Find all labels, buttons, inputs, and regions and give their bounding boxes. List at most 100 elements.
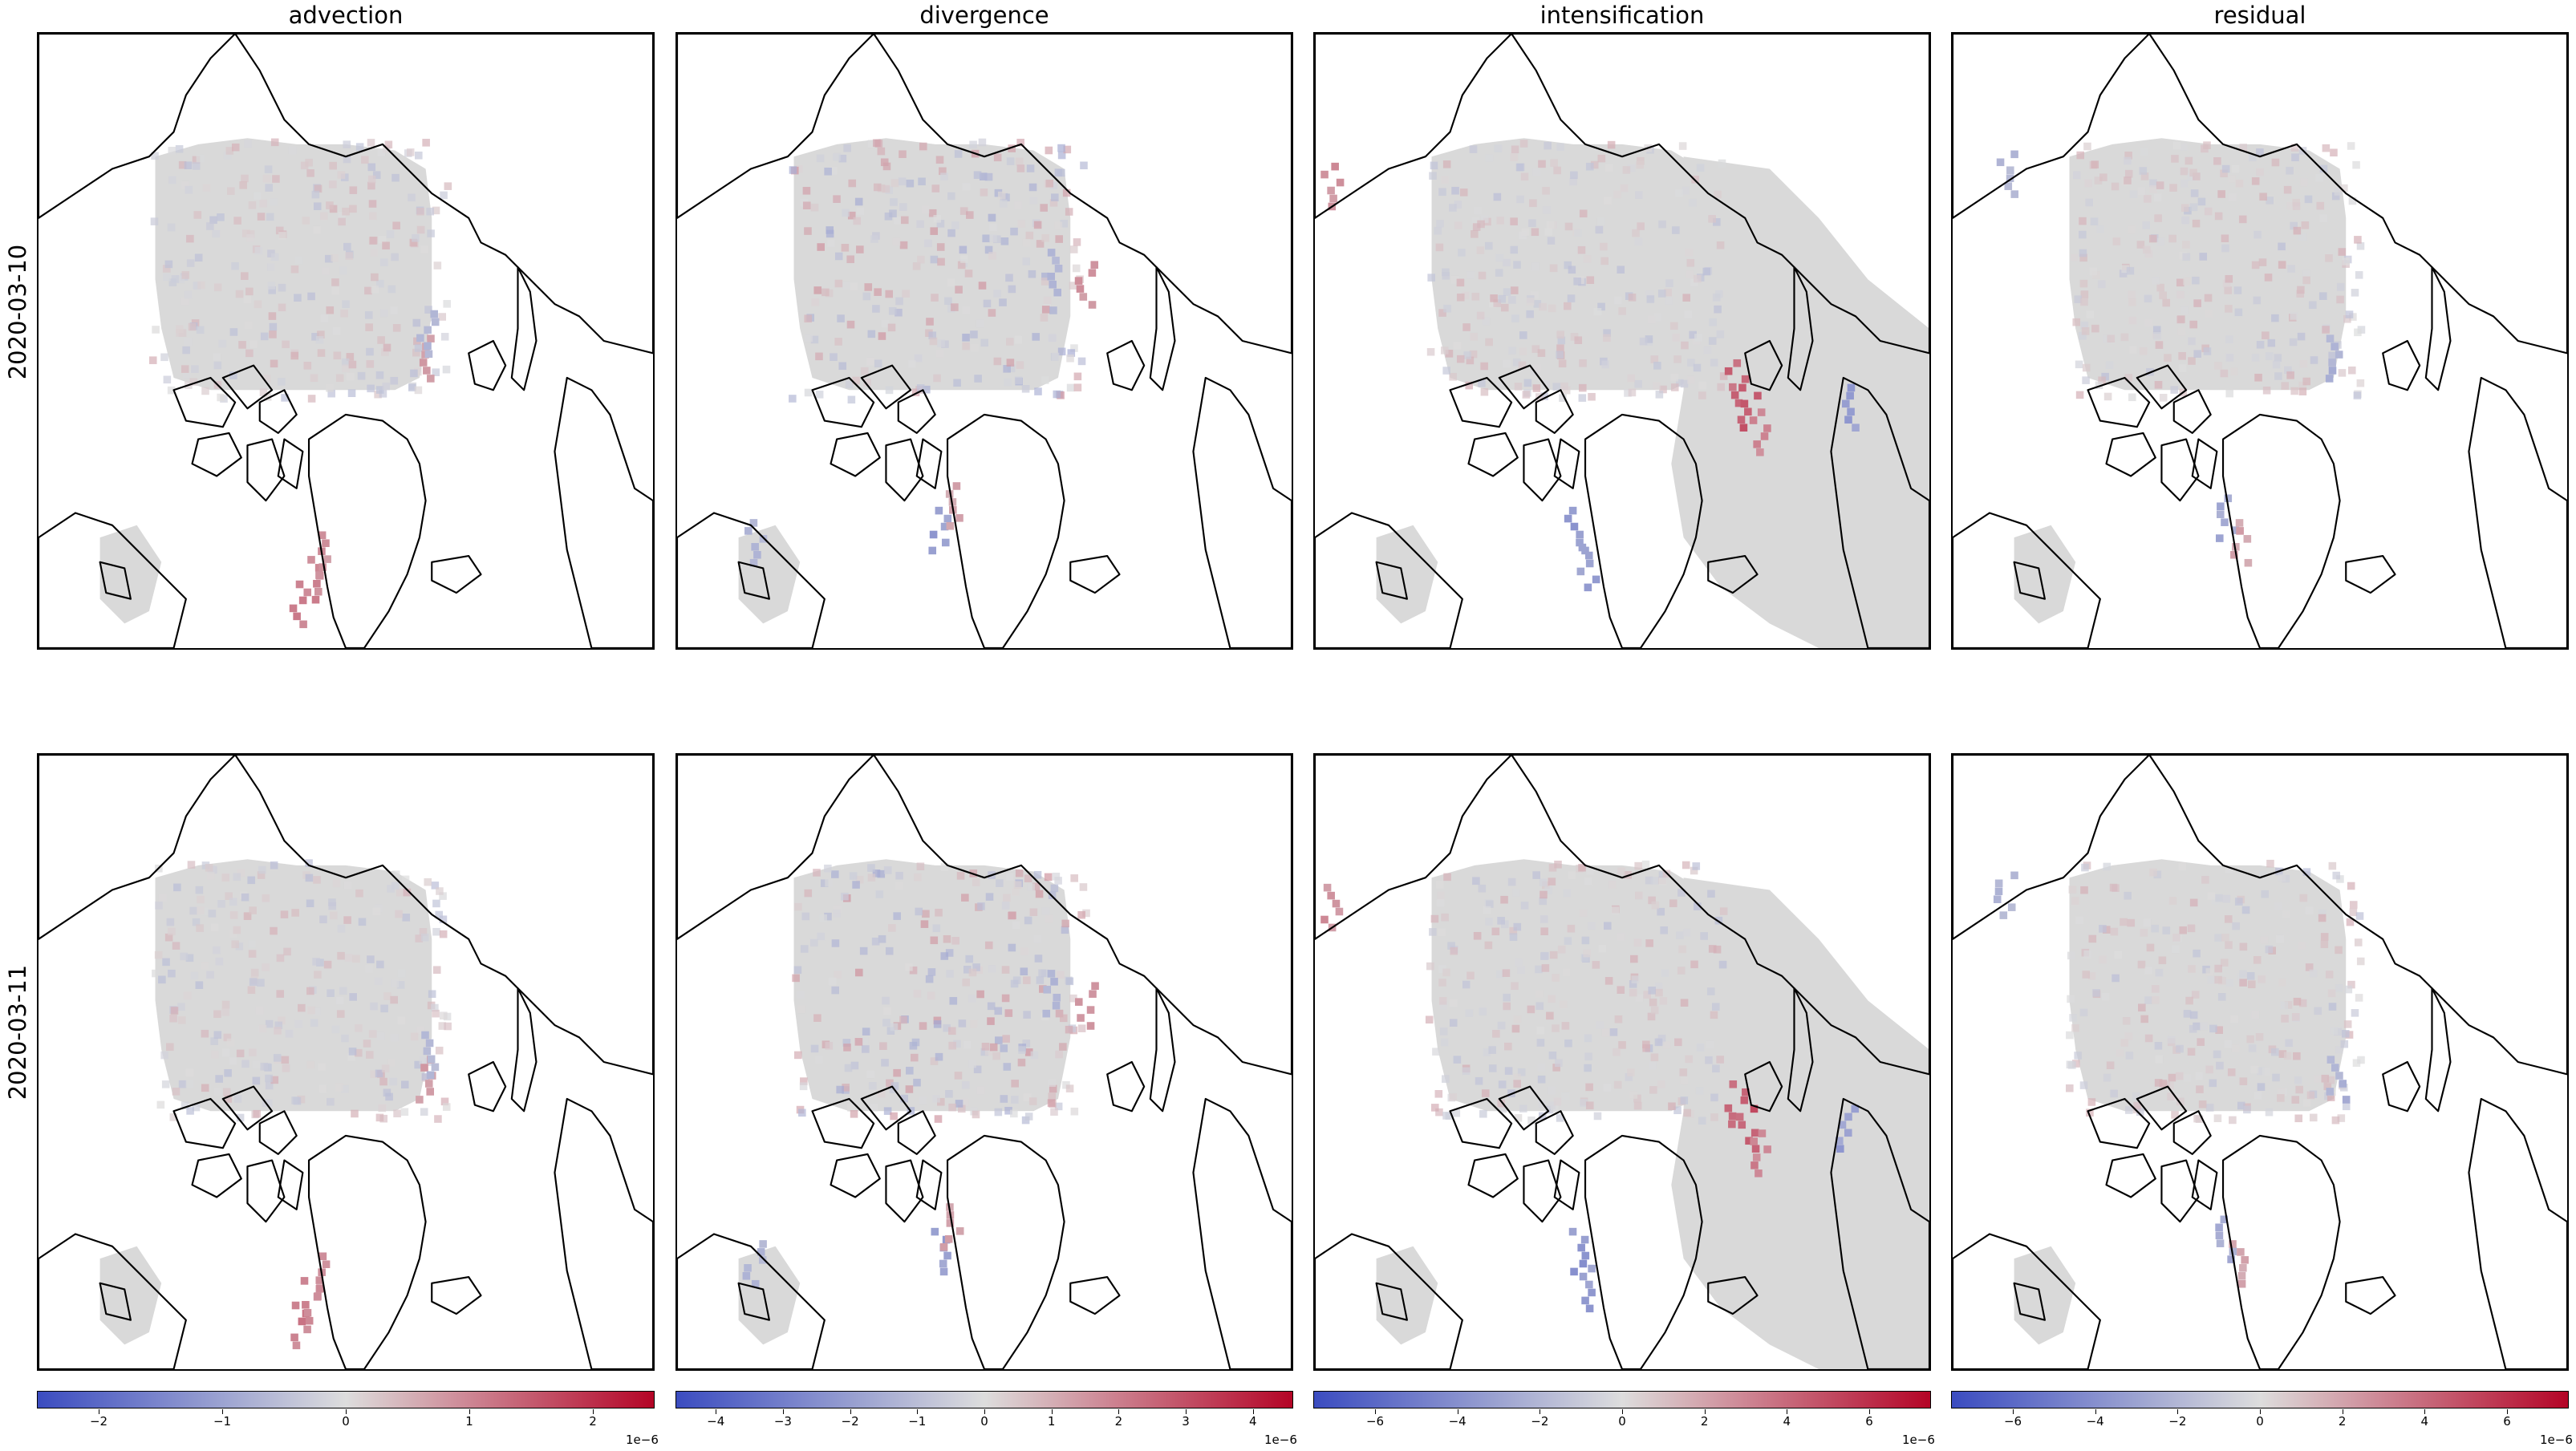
coastline [1149, 987, 1176, 1113]
polar-map [677, 34, 1292, 648]
colorbar-tick-label: 0 [980, 1414, 988, 1429]
ice-region [2014, 1246, 2076, 1345]
ice-region [1376, 525, 1438, 624]
coastline [2160, 438, 2200, 502]
colorbar-tick-label: 0 [342, 1414, 350, 1429]
coastline [1315, 512, 1463, 648]
coastline [2087, 376, 2151, 428]
coastline [873, 34, 1292, 355]
map-panel-divergence-row2 [675, 753, 1293, 1371]
colorbar-tick-label: −2 [2168, 1414, 2187, 1429]
coastline [1106, 1060, 1146, 1113]
colorbar-ticks-divergence: −4 −3 −2 −1 0 1 2 3 4 [675, 1409, 1293, 1446]
coastline [191, 432, 242, 477]
ice-region [155, 138, 432, 391]
coastline [1535, 1110, 1574, 1155]
coastline [234, 34, 653, 355]
coastline [897, 1110, 936, 1155]
colorbar-ticks-intensification: −6 −4 −2 0 2 4 6 [1313, 1409, 1931, 1446]
coastline [1511, 34, 1929, 355]
coastline [737, 1282, 770, 1321]
map-panel-intensification-row2 [1313, 753, 1931, 1371]
coastline [221, 1085, 274, 1131]
colorbar-tick-label: −1 [908, 1414, 927, 1429]
map-panel-advection-row2 [37, 753, 655, 1371]
ice-region [2069, 138, 2347, 391]
coastline [860, 364, 912, 410]
coastline [1523, 1159, 1562, 1223]
colorbar-tick-mark [1704, 1409, 1706, 1414]
coastline [830, 432, 881, 477]
ice-region [738, 1246, 801, 1345]
coastline [1069, 555, 1121, 594]
coastline [221, 364, 274, 410]
anomaly-cells [742, 862, 1099, 1288]
coastline [2172, 1110, 2212, 1155]
colorbar-tick-mark [1051, 1409, 1053, 1414]
anomaly-cells [1320, 860, 1860, 1313]
coastline [1787, 987, 1814, 1113]
coastline [2424, 266, 2452, 391]
coastline [2013, 1282, 2046, 1321]
colorbar-tick-mark [1869, 1409, 1870, 1414]
colorbar-tick-label: −1 [213, 1414, 232, 1429]
ice-region [1376, 1246, 1438, 1345]
colorbar-tick-label: 2 [1700, 1414, 1709, 1429]
coastline [2382, 339, 2421, 391]
coastline [99, 1282, 132, 1321]
coastline [510, 266, 538, 391]
coastline [246, 438, 286, 502]
colorbar-tick-label: 4 [1783, 1414, 1791, 1429]
colorbar-tick-mark [2260, 1409, 2261, 1414]
col-title-intensification: intensification [1540, 2, 1705, 29]
coastline [2191, 438, 2218, 489]
coastline [1375, 561, 1408, 600]
coastline [677, 34, 875, 219]
coastline [1467, 1153, 1519, 1198]
coastline [1553, 1159, 1580, 1210]
colorbar-tick-mark [593, 1409, 594, 1414]
colorbar-tick-label: 2 [2338, 1414, 2347, 1429]
colorbar-tick-label: 1 [1047, 1414, 1056, 1429]
coastline [946, 1134, 1065, 1369]
colorbar-tick-label: −4 [2086, 1414, 2104, 1429]
col-title-residual: residual [2213, 2, 2306, 29]
ice-region [738, 525, 801, 624]
colorbar-tick-label: 3 [1182, 1414, 1190, 1429]
colorbar-tick-label: −6 [2003, 1414, 2022, 1429]
coastline [2087, 1097, 2151, 1149]
coastline [191, 1153, 242, 1198]
coastline [1149, 266, 1176, 391]
ice-region [1671, 877, 1929, 1369]
coastline [307, 1134, 427, 1369]
colorbar-tick-label: −2 [1531, 1414, 1549, 1429]
colorbar-tick-label: −4 [707, 1414, 725, 1429]
coastline [1069, 1276, 1121, 1315]
coastline [1375, 1282, 1408, 1321]
colorbar-tick-mark [1252, 1409, 1254, 1414]
coastline [2013, 561, 2046, 600]
colorbar-tick-mark [1186, 1409, 1187, 1414]
coastline [2345, 555, 2396, 594]
colorbar-tick-mark [346, 1409, 347, 1414]
anomaly-cells [744, 138, 1099, 567]
colorbar-ticks-advection: −2 −1 0 1 2 [37, 1409, 655, 1446]
coastline [1744, 1060, 1783, 1113]
colorbar-tick-mark [1118, 1409, 1120, 1414]
coastline [1498, 1085, 1550, 1131]
ice-region [2014, 525, 2076, 624]
colorbar-tick-mark [2177, 1409, 2179, 1414]
coastline [2221, 413, 2341, 648]
ice-region [99, 525, 162, 624]
ice-region [1671, 156, 1929, 648]
coastline [946, 413, 1065, 648]
colorbar-tick-label: −6 [1365, 1414, 1385, 1429]
anomaly-cells [152, 859, 452, 1350]
coastline [2468, 376, 2567, 648]
coastline [915, 1159, 943, 1210]
colorbar-tick-label: 6 [2503, 1414, 2511, 1429]
coastline [1953, 755, 2151, 940]
coastline [915, 438, 943, 489]
coastline [2136, 1085, 2188, 1131]
coastline [1584, 413, 1703, 648]
